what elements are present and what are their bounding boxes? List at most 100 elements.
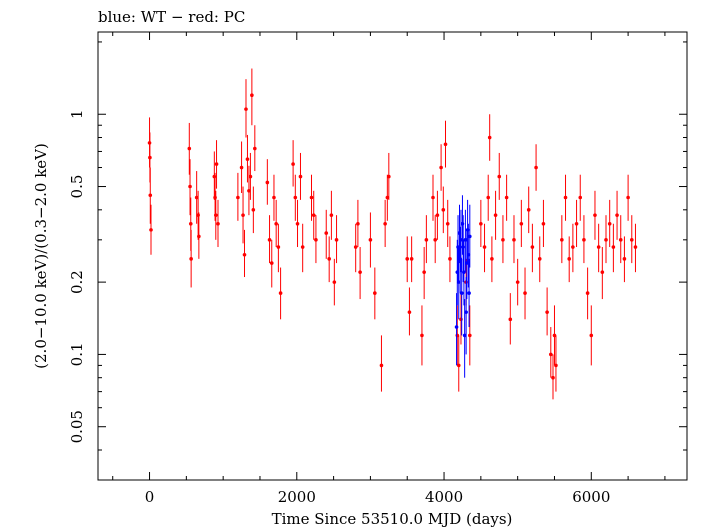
data-point [541,221,546,226]
data-point [459,317,463,322]
data-point [250,93,254,98]
data-point [383,221,387,226]
x-tick-label: 2000 [278,488,316,506]
x-axis-label: Time Since 53510.0 MJD (days) [272,510,513,528]
series-pc [147,68,638,400]
data-point [582,238,586,242]
data-point [324,231,329,235]
data-point [574,221,579,226]
data-point [454,325,459,329]
data-point [187,146,192,151]
data-point [291,162,295,166]
data-point [479,221,483,226]
chart-title: blue: WT − red: PC [98,8,245,26]
data-point [329,213,334,217]
x-tick-label: 0 [145,488,155,506]
plot-frame [97,31,688,481]
data-point [248,174,253,179]
data-point [241,213,245,217]
data-point [407,310,412,314]
data-point [265,180,270,185]
data-point [448,257,452,261]
data-point [545,310,549,314]
data-point [578,195,583,200]
data-point [247,188,251,193]
data-point [600,270,605,274]
data-point [461,245,465,249]
data-point [486,195,491,200]
data-point [431,195,435,200]
data-point [466,252,471,257]
data-point [441,208,446,212]
data-point [311,213,316,217]
data-point [615,213,619,217]
data-point [459,291,464,295]
data-point [373,291,377,295]
data-point [387,174,391,179]
data-point [409,257,414,261]
data-point [385,195,390,200]
data-point [274,221,278,226]
data-point [358,270,362,274]
data-point [239,165,244,170]
data-point [501,238,505,242]
data-point [188,184,192,189]
data-point [379,363,384,368]
data-point [596,245,601,249]
data-point [567,257,571,261]
data-point [515,280,520,284]
data-point [585,291,590,295]
data-point [314,238,318,242]
data-point [148,193,153,198]
data-point [267,238,272,242]
data-point [456,280,461,284]
data-point [276,245,281,249]
series-wt [454,195,472,378]
data-point [194,195,199,200]
data-point [551,375,555,380]
data-point [465,228,470,232]
data-point [560,238,564,242]
data-point [356,221,360,226]
data-point [607,221,612,226]
data-point [537,257,542,261]
data-point [589,333,594,338]
x-axis: 0 2000 4000 6000 [112,32,666,506]
data-point [236,195,240,200]
data-point [212,174,217,179]
data-point [244,107,248,111]
data-point [424,238,429,242]
data-point [611,245,616,249]
x-tick-label: 4000 [425,488,463,506]
data-point [332,280,337,284]
data-point [526,208,531,212]
y-tick-label: 0.05 [68,410,86,443]
data-point [214,213,218,217]
data-point [278,291,283,295]
data-point [534,165,538,170]
data-point [245,157,250,161]
data-point [563,195,568,200]
data-point [149,228,153,232]
y-tick-label: 0.1 [68,342,86,366]
data-point [368,238,373,242]
y-tick-label: 0.5 [68,175,86,199]
data-point [519,221,524,226]
data-point [188,221,193,226]
data-point [214,162,219,166]
data-point [189,257,193,261]
data-point [467,291,471,295]
data-point [353,245,358,249]
data-point [462,270,466,274]
data-point [420,333,424,338]
y-tick-label: 0.2 [68,270,86,294]
data-point [604,238,608,242]
data-point [253,146,257,151]
data-point [626,195,630,200]
data-point [468,333,472,338]
x-tick-label: 6000 [572,488,610,506]
data-point [633,245,638,249]
data-point [445,221,450,226]
data-point [468,234,472,239]
y-axis: 0.05 0.1 0.2 0.5 1 [68,41,687,451]
